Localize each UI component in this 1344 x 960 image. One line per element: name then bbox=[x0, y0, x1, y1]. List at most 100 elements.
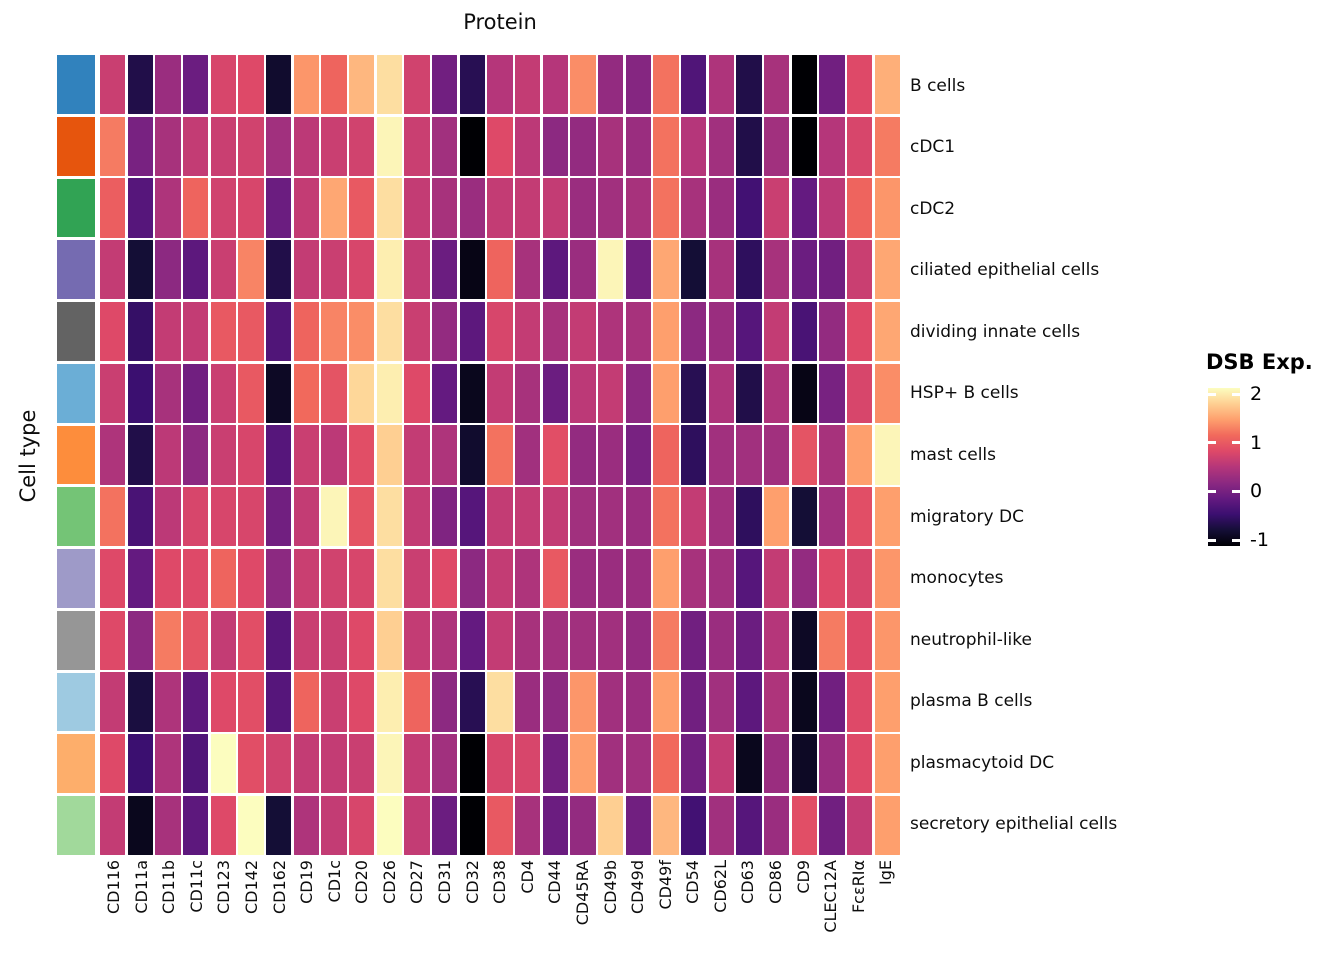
heatmap-cell bbox=[487, 734, 513, 794]
column-label: CD32 bbox=[459, 860, 487, 958]
celltype-color-swatch bbox=[57, 240, 95, 300]
heatmap-cell bbox=[681, 672, 707, 732]
heatmap-cell bbox=[183, 116, 209, 176]
heatmap-cell bbox=[874, 363, 900, 423]
heatmap-cell bbox=[874, 487, 900, 547]
heatmap-cell bbox=[183, 178, 209, 238]
heatmap-cell bbox=[293, 610, 319, 670]
heatmap-cell bbox=[459, 548, 485, 609]
heatmap-cell bbox=[653, 178, 679, 238]
colorbar-tick bbox=[1232, 538, 1240, 542]
column-label-text: CD49d bbox=[628, 860, 648, 915]
heatmap-cell bbox=[570, 425, 596, 485]
heatmap-cell bbox=[736, 116, 762, 176]
heatmap-cell bbox=[459, 116, 485, 176]
heatmap-cell bbox=[515, 672, 541, 732]
heatmap-cell bbox=[598, 55, 624, 115]
heatmap-cell bbox=[625, 610, 651, 670]
heatmap-cell bbox=[598, 425, 624, 485]
heatmap-cell bbox=[376, 487, 402, 547]
heatmap-cell bbox=[349, 240, 375, 300]
heatmap-cell bbox=[598, 672, 624, 732]
heatmap-cell bbox=[127, 116, 153, 176]
heatmap-cell bbox=[681, 240, 707, 300]
heatmap-cell bbox=[100, 610, 126, 670]
heatmap-cell bbox=[349, 363, 375, 423]
heatmap-cell bbox=[708, 363, 734, 423]
heatmap-cell bbox=[459, 610, 485, 670]
heatmap-cell bbox=[764, 487, 790, 547]
heatmap-cell bbox=[542, 734, 568, 794]
colorbar-tick bbox=[1208, 441, 1216, 445]
heatmap-cell bbox=[736, 672, 762, 732]
heatmap-cell bbox=[127, 363, 153, 423]
heatmap-cell bbox=[653, 548, 679, 609]
heatmap-cell bbox=[349, 55, 375, 115]
heatmap-cell bbox=[847, 55, 873, 115]
celltype-color-swatch bbox=[57, 425, 95, 485]
heatmap-cell bbox=[100, 672, 126, 732]
heatmap-cell bbox=[210, 487, 236, 547]
heatmap-cell bbox=[266, 116, 292, 176]
heatmap-cell bbox=[681, 363, 707, 423]
heatmap-cell bbox=[404, 301, 430, 362]
colorbar-tick-label: 2 bbox=[1250, 383, 1263, 405]
heatmap-cell bbox=[432, 363, 458, 423]
column-label: CD54 bbox=[679, 860, 707, 958]
celltype-color-swatch bbox=[57, 363, 95, 423]
heatmap-cell bbox=[432, 55, 458, 115]
heatmap-cell bbox=[625, 734, 651, 794]
heatmap-cell bbox=[266, 487, 292, 547]
heatmap-cell bbox=[625, 116, 651, 176]
heatmap-cell bbox=[376, 301, 402, 362]
celltype-color-swatch bbox=[57, 487, 95, 547]
heatmap-cell bbox=[736, 301, 762, 362]
heatmap-cell bbox=[321, 487, 347, 547]
heatmap-cell bbox=[321, 734, 347, 794]
row-label: neutrophil-like bbox=[910, 629, 1032, 650]
heatmap-cell bbox=[819, 548, 845, 609]
heatmap-cell bbox=[404, 116, 430, 176]
heatmap-cell bbox=[764, 425, 790, 485]
heatmap-cell bbox=[515, 610, 541, 670]
column-label: CD123 bbox=[210, 860, 238, 958]
heatmap-cell bbox=[708, 734, 734, 794]
heatmap-cell bbox=[100, 795, 126, 855]
column-label-text: CD32 bbox=[462, 860, 482, 904]
heatmap-cell bbox=[625, 487, 651, 547]
heatmap-cell bbox=[238, 548, 264, 609]
heatmap-cell bbox=[736, 363, 762, 423]
heatmap-cell bbox=[155, 548, 181, 609]
heatmap-cell bbox=[847, 363, 873, 423]
heatmap-cell bbox=[847, 672, 873, 732]
heatmap-cell bbox=[487, 116, 513, 176]
heatmap-cell bbox=[127, 425, 153, 485]
row-label: plasma B cells bbox=[910, 691, 1033, 712]
column-label-text: CD11a bbox=[131, 860, 151, 914]
heatmap-cell bbox=[238, 610, 264, 670]
heatmap-cell bbox=[764, 610, 790, 670]
heatmap-cell bbox=[874, 734, 900, 794]
heatmap-cell bbox=[238, 487, 264, 547]
heatmap-cell bbox=[736, 548, 762, 609]
heatmap-cell bbox=[376, 610, 402, 670]
heatmap-cell bbox=[791, 672, 817, 732]
heatmap-cell bbox=[155, 116, 181, 176]
heatmap-cell bbox=[819, 240, 845, 300]
column-label: CD45RA bbox=[569, 860, 597, 958]
heatmap-cell bbox=[764, 178, 790, 238]
heatmap-cell bbox=[210, 795, 236, 855]
column-label-text: CD4 bbox=[517, 860, 537, 894]
column-label: CD49b bbox=[597, 860, 625, 958]
heatmap-cell bbox=[598, 548, 624, 609]
heatmap-cell bbox=[542, 116, 568, 176]
heatmap-cell bbox=[847, 178, 873, 238]
heatmap-cell bbox=[127, 55, 153, 115]
heatmap-cell bbox=[487, 363, 513, 423]
heatmap-cell bbox=[459, 795, 485, 855]
heatmap-cell bbox=[791, 610, 817, 670]
heatmap-cell bbox=[487, 301, 513, 362]
heatmap-cell bbox=[404, 610, 430, 670]
column-label-text: CD11b bbox=[159, 860, 179, 915]
heatmap-cell bbox=[238, 178, 264, 238]
